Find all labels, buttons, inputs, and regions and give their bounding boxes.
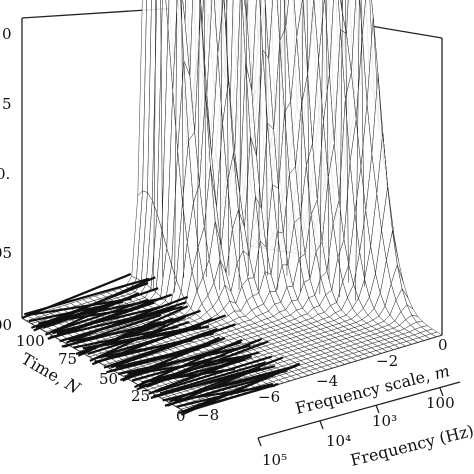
surface-cell — [246, 0, 257, 92]
time-tick-label: 25 — [131, 387, 150, 405]
floor-mesh-line — [145, 340, 269, 388]
frequency-hz-tick — [439, 387, 444, 397]
frequency-scale-axis-title-symbol: m — [432, 361, 451, 383]
time-tick-label: 0 — [176, 407, 186, 425]
peak-ridge — [153, 0, 164, 292]
time-tick-label: 50 — [99, 370, 118, 388]
surface-cell — [184, 0, 193, 76]
floor-mesh-line — [113, 327, 218, 366]
surface-cell — [293, 0, 303, 37]
floor-mesh-line — [56, 293, 173, 336]
frequency-hz-tick-label: 10⁴ — [326, 432, 351, 450]
surface-cell — [346, 0, 356, 73]
peak-ridge — [238, 0, 249, 291]
peak-ridge — [319, 0, 330, 295]
surface-cell — [142, 0, 152, 193]
surface-cell — [283, 0, 289, 28]
m-tick-label: −4 — [316, 372, 338, 390]
floor-mesh-line — [101, 314, 226, 362]
floor-mesh-line — [42, 287, 159, 329]
floor-mesh-line — [63, 313, 162, 348]
surface-cell — [147, 0, 157, 201]
peak-ridge — [196, 0, 207, 292]
floor-mesh-line — [23, 277, 150, 316]
frequency-hz-tick-label: 10³ — [372, 412, 397, 430]
z-tick-label: 5 — [2, 95, 12, 113]
z-tick-label: 0. — [0, 165, 10, 183]
surface-cell — [245, 0, 249, 19]
floor-mesh-line — [54, 298, 149, 332]
surface-cell — [324, 0, 334, 74]
z-tick-label: 05 — [0, 244, 12, 262]
peak-ridge — [300, 0, 310, 292]
surface-cell — [341, 0, 349, 34]
surface-mesh — [21, 0, 443, 416]
floor-mesh-line — [157, 355, 253, 391]
surface-cell — [214, 0, 224, 54]
surface-cell — [167, 0, 178, 91]
floor-mesh-line — [171, 365, 296, 400]
m-tick-label: −6 — [258, 388, 280, 406]
surface-cell — [430, 331, 443, 337]
frequency-hz-tick — [319, 420, 324, 430]
frequency-hz-axis-line — [257, 381, 461, 439]
frequency-hz-tick — [375, 404, 380, 414]
floor-mesh-line — [141, 367, 236, 384]
floor-dense-band — [21, 272, 301, 416]
floor-mesh-line — [66, 295, 189, 344]
peak-ridge — [355, 0, 366, 301]
z-tick-label: 0 — [2, 25, 12, 43]
surface-cell — [313, 0, 325, 60]
frequency-hz-tick-label: 100 — [426, 394, 455, 412]
surface-cell — [264, 0, 273, 60]
peak-ridge — [174, 0, 185, 293]
time-tick-label: 100 — [16, 332, 45, 350]
z-tick-label: 00 — [0, 316, 12, 334]
floor-mesh-line — [183, 382, 279, 413]
frequency-hz-axis-title: Frequency (Hz) — [348, 421, 474, 470]
floor-mesh-line — [159, 361, 266, 395]
floor-mesh-line — [110, 323, 236, 369]
peak-ridge — [219, 0, 230, 291]
m-tick-label: 0 — [438, 336, 448, 354]
floor-mesh-line — [155, 355, 273, 393]
m-tick-label: −2 — [376, 352, 398, 370]
m-tick-label: −8 — [197, 406, 219, 424]
floor-mesh-line — [127, 344, 251, 375]
frequency-hz-tick-label: 10⁵ — [262, 451, 287, 469]
floor-mesh-line — [68, 301, 187, 341]
peak-ridge — [258, 0, 268, 290]
time-tick-label: 75 — [58, 350, 77, 368]
surface-cell — [137, 0, 147, 197]
peak-ridge — [339, 0, 349, 298]
peak-ridge — [277, 0, 288, 290]
floor-mesh-line — [164, 374, 274, 407]
z-axis: 0 5 0. 05 00 — [0, 25, 12, 334]
surface-cell — [302, 0, 314, 75]
frequency-hz-tick — [257, 437, 262, 447]
